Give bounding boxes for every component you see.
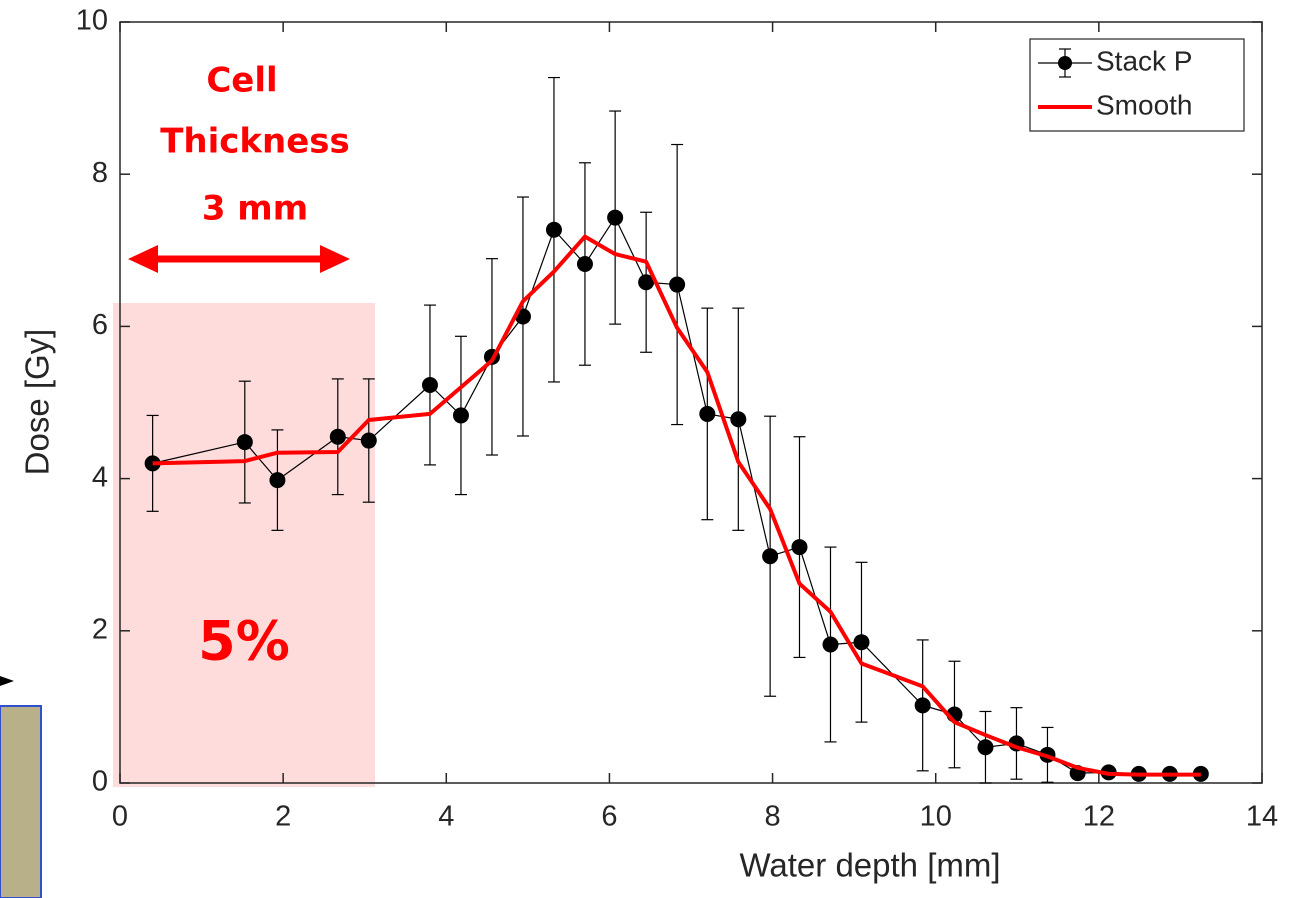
annotation: Thickness xyxy=(160,122,350,162)
x-tick-label: 2 xyxy=(275,801,291,833)
x-tick-label: 10 xyxy=(920,801,952,833)
annotation: 3 mm xyxy=(202,189,308,229)
data-point xyxy=(421,376,438,393)
x-tick-label: 8 xyxy=(765,801,781,833)
double-arrow xyxy=(128,245,350,273)
plot-frame xyxy=(119,21,1263,784)
cell-region xyxy=(113,303,375,787)
series-line xyxy=(152,234,1201,777)
data-point xyxy=(607,209,624,226)
y-tick-label: 6 xyxy=(92,309,108,341)
data-point xyxy=(576,255,593,272)
image-fragment xyxy=(0,705,42,898)
x-tick-label: 14 xyxy=(1246,801,1278,833)
y-tick-label: 4 xyxy=(92,461,108,493)
legend-label: Smooth xyxy=(1096,89,1193,120)
x-tick-label: 12 xyxy=(1083,801,1115,833)
x-axis-label: Water depth [mm] xyxy=(739,847,1000,884)
legend-box xyxy=(1029,38,1245,132)
data-point xyxy=(452,407,469,424)
data-point xyxy=(699,405,716,422)
data-point xyxy=(791,539,808,556)
annotation: 5% xyxy=(198,610,290,673)
data-point xyxy=(730,411,747,428)
legend-label: Stack P xyxy=(1096,45,1192,76)
legend-marker xyxy=(1058,56,1072,70)
data-point xyxy=(638,274,655,291)
x-tick-label: 4 xyxy=(438,801,454,833)
arrow-fragment xyxy=(0,676,14,686)
data-point xyxy=(236,434,253,451)
data-point xyxy=(269,472,286,489)
data-point xyxy=(329,428,346,445)
data-point xyxy=(545,221,562,238)
data-point xyxy=(977,739,994,756)
data-point xyxy=(762,548,779,565)
annotation: Cell xyxy=(206,61,277,101)
y-tick-label: 8 xyxy=(92,157,108,189)
data-point xyxy=(360,432,377,449)
x-tick-label: 0 xyxy=(112,801,128,833)
y-tick-label: 2 xyxy=(92,613,108,645)
y-tick-label: 10 xyxy=(76,5,108,37)
data-point xyxy=(914,697,931,714)
x-tick-label: 6 xyxy=(601,801,617,833)
data-point xyxy=(669,276,686,293)
y-tick-label: 0 xyxy=(92,766,108,798)
data-point xyxy=(853,634,870,651)
data-point xyxy=(822,636,839,653)
y-axis-label: Dose [Gy] xyxy=(19,329,56,476)
